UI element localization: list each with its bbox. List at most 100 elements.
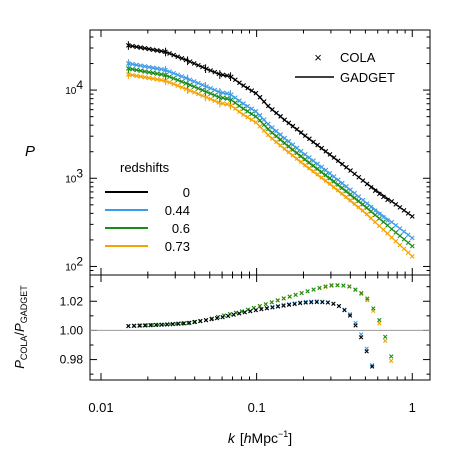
cola-point <box>335 187 341 193</box>
ratio-point <box>187 320 192 326</box>
cola-point <box>253 113 259 119</box>
cola-point <box>232 100 238 106</box>
cola-point <box>311 139 316 145</box>
marker-legend: × COLA GADGET <box>295 50 395 85</box>
cola-point <box>269 135 275 141</box>
cola-point <box>348 191 353 197</box>
cola-point <box>274 128 279 134</box>
cola-point <box>257 94 263 100</box>
cola-point <box>405 210 411 216</box>
cola-point <box>195 62 201 68</box>
cola-point <box>228 103 234 108</box>
y-tick-base: 10 <box>65 174 77 185</box>
y-tick-exponent: 4 <box>76 78 83 92</box>
cola-point <box>245 85 251 91</box>
cola-point <box>298 130 304 135</box>
cola-point <box>212 69 218 75</box>
cola-point <box>376 211 382 217</box>
ratio-p1: P <box>12 360 27 369</box>
ratio-point <box>185 320 191 326</box>
cola-point <box>241 101 246 106</box>
cola-point <box>232 106 238 111</box>
ratio-point <box>142 323 148 328</box>
cola-point <box>352 195 358 200</box>
xlabel-close: ] <box>288 430 292 446</box>
cola-point <box>323 178 329 183</box>
ratio-point <box>299 290 304 296</box>
cola-point <box>278 132 284 137</box>
cola-point <box>302 133 308 138</box>
cola-point <box>356 198 362 204</box>
cola-point <box>274 133 279 139</box>
ratio-point <box>292 301 297 307</box>
cola-point <box>385 222 390 228</box>
cola-point <box>409 213 415 219</box>
ratio-point <box>389 354 394 359</box>
cola-point <box>307 136 312 142</box>
legend-redshift-label: 0.6 <box>172 221 190 236</box>
cola-point <box>208 91 214 96</box>
cola-point <box>220 72 226 78</box>
ratio-point <box>287 294 292 299</box>
cola-point <box>228 74 234 80</box>
ratio-point <box>353 323 358 328</box>
ratio-point <box>237 311 242 316</box>
cola-point <box>134 73 140 79</box>
ratio-point <box>138 323 143 328</box>
cola-point <box>187 82 193 88</box>
cola-point <box>348 197 353 203</box>
ratio-point <box>389 358 394 364</box>
xlabel-sup: −1 <box>278 429 288 439</box>
cola-point <box>364 181 370 187</box>
cola-point <box>282 140 288 146</box>
top-y-tick-label: 102 <box>65 254 83 273</box>
cola-point <box>372 212 378 218</box>
cola-point <box>138 74 144 79</box>
cola-point <box>368 215 374 221</box>
ratio-point <box>359 291 364 297</box>
cola-point <box>142 63 148 69</box>
cola-point <box>364 211 370 217</box>
cola-point <box>200 82 205 88</box>
ratio-point <box>320 300 325 305</box>
ratio-point <box>376 383 380 387</box>
y-tick-exponent: 3 <box>76 166 83 180</box>
cola-point <box>195 80 201 86</box>
cola-point <box>257 123 263 129</box>
cola-point <box>200 87 205 93</box>
cola-point <box>286 138 292 144</box>
cola-point <box>327 175 333 181</box>
cola-point <box>302 156 308 162</box>
cola-point <box>232 77 238 83</box>
ratio-sub1: COLA <box>19 336 29 361</box>
cola-point <box>311 163 316 168</box>
cola-point <box>171 75 177 81</box>
ratio-point <box>275 304 281 309</box>
cola-point <box>302 151 308 157</box>
ratio-point <box>341 283 346 288</box>
legend-cola-label: COLA <box>340 50 376 65</box>
cola-point <box>167 51 172 56</box>
ratio-point <box>198 318 203 324</box>
ratio-point <box>323 284 328 289</box>
cola-point <box>269 130 275 135</box>
ratio-point <box>259 307 264 312</box>
cola-point <box>130 72 135 78</box>
ratio-point <box>264 306 270 311</box>
cola-point <box>154 71 160 77</box>
cola-point <box>356 174 362 180</box>
ratio-point <box>303 300 308 305</box>
cola-point <box>179 84 185 90</box>
ratio-point <box>347 313 353 318</box>
ratio-point <box>325 300 331 305</box>
cola-point <box>212 87 218 93</box>
legend-redshift-label: 0.44 <box>165 203 190 218</box>
cola-point <box>142 69 148 74</box>
cola-point <box>290 152 296 158</box>
cola-point <box>368 204 374 210</box>
cola-point <box>150 70 156 76</box>
cola-point <box>294 145 300 151</box>
cola-point <box>191 61 197 66</box>
ratio-point <box>148 322 153 328</box>
